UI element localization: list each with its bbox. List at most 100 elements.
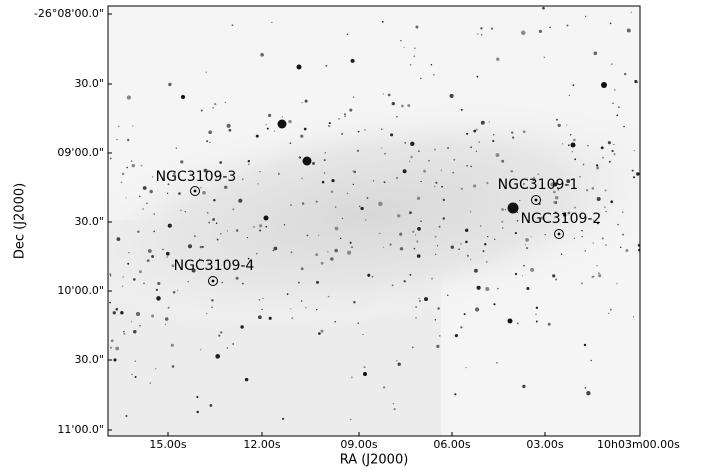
star [351,246,353,248]
star [568,94,570,97]
star [598,272,600,274]
star [465,240,468,244]
star [566,124,568,126]
star [357,322,359,324]
star [598,274,602,278]
star [553,201,556,204]
star [532,179,535,182]
star [271,21,273,24]
star [341,132,344,135]
star [180,209,182,212]
star [223,260,226,263]
y-tick-label: 30.0" [74,77,104,90]
star [206,140,209,143]
star [362,333,364,336]
annotation: NGC3109-2 [521,211,602,227]
star [290,308,292,310]
star [585,189,589,192]
star [297,281,300,284]
star [397,362,401,366]
star [248,163,250,165]
star [211,299,214,302]
star [552,274,556,278]
star [382,246,385,248]
star [524,244,527,246]
star [579,175,581,178]
star [619,246,622,249]
star [501,208,504,211]
star [571,151,573,153]
star [540,216,544,220]
star [470,146,472,149]
star [126,166,128,169]
star [357,130,360,133]
star [208,130,213,135]
star [516,322,519,325]
star [208,221,211,224]
star [580,282,583,285]
star [147,249,152,253]
star [497,287,499,290]
star [334,226,339,231]
star [343,113,347,116]
y-tick-label: 10'00.0" [57,284,104,297]
y-tick-label: -26°08'00.0" [34,7,104,20]
x-tick-label: 15.00s [149,438,186,451]
star [391,284,394,287]
star [331,178,335,183]
star [128,252,130,254]
star [281,116,283,118]
star [480,27,483,30]
star [258,315,262,320]
star [291,317,294,320]
star [135,311,141,317]
star [587,145,589,147]
star [477,33,479,35]
star [622,211,624,213]
star [511,131,514,134]
star [324,152,327,154]
star [610,63,613,66]
star [260,52,264,57]
star [452,171,455,174]
star [115,307,119,311]
star [327,124,331,128]
star [166,256,169,258]
star [109,346,113,349]
bright-star [507,318,513,324]
star [414,234,417,236]
star [480,34,483,36]
star [109,301,111,304]
star [530,236,532,238]
star [256,253,258,255]
star [350,418,352,421]
star [121,172,125,176]
star [383,181,386,184]
star [226,123,231,128]
target-dot [557,232,561,236]
star [475,128,478,131]
x-tick-label: 09.00s [340,438,377,451]
star [561,143,564,145]
star [596,166,600,170]
star [306,234,309,237]
star [109,273,112,276]
star [501,159,505,163]
star [428,160,430,162]
star [334,248,339,253]
star [334,206,337,208]
star [550,182,555,187]
star [238,198,243,203]
star [535,313,537,315]
star [610,200,613,203]
star [535,306,539,310]
star [115,346,120,351]
star [175,147,177,149]
star [593,219,595,221]
star [473,184,477,188]
star [126,138,130,142]
star [592,242,594,244]
star [566,179,571,184]
star [131,373,133,376]
star [320,329,324,333]
